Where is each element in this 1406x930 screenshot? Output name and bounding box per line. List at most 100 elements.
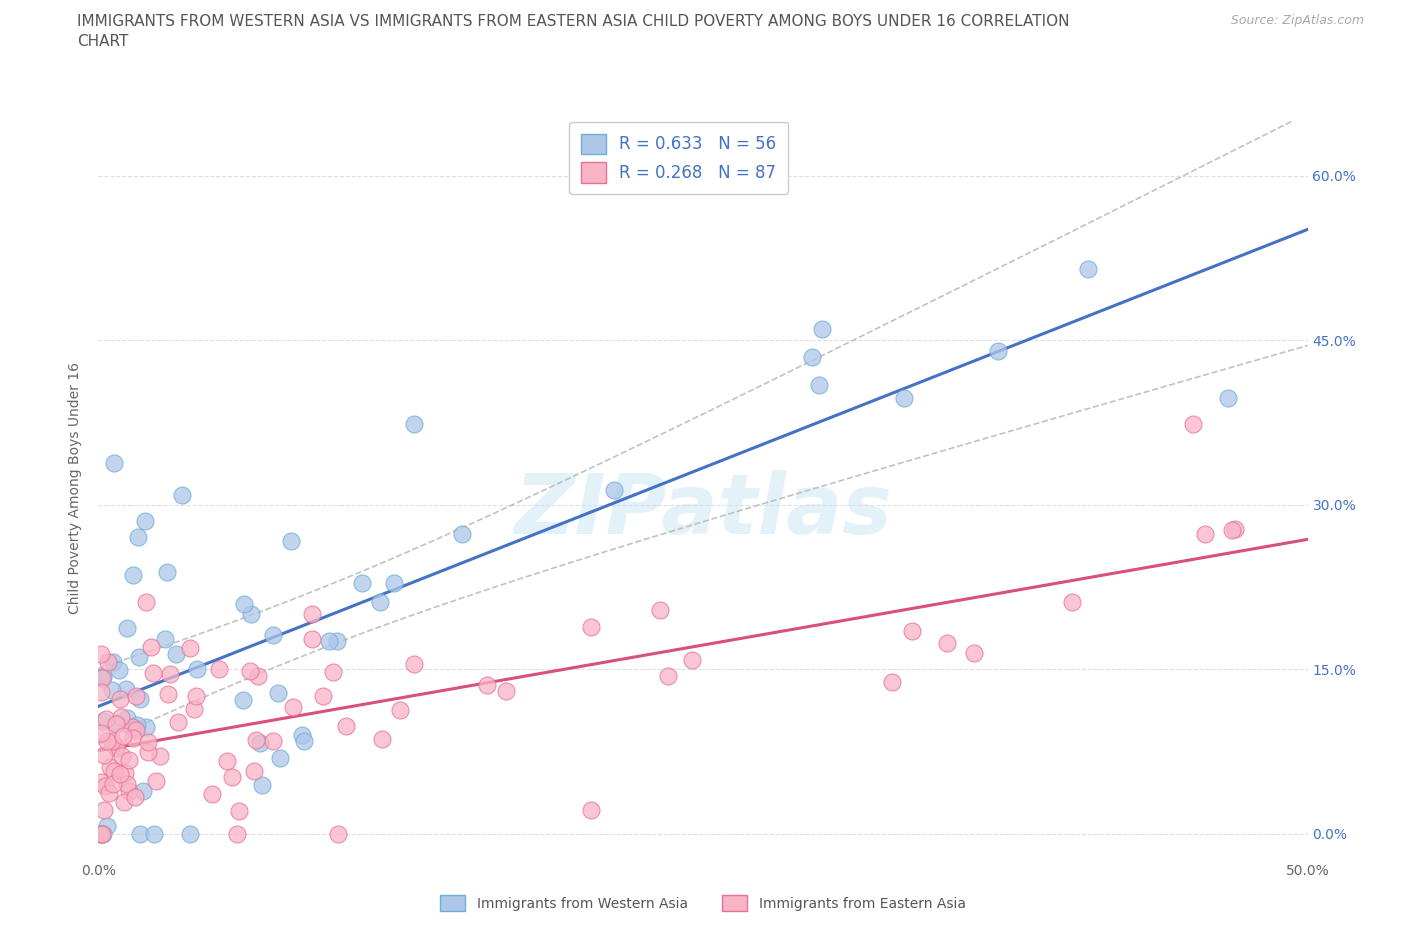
Point <box>98 760 121 775</box>
Point <box>96 818 118 833</box>
Point <box>208 661 231 676</box>
Point <box>239 663 262 678</box>
Point <box>101 734 124 749</box>
Point <box>281 699 304 714</box>
Point <box>90 775 112 790</box>
Point <box>221 769 243 784</box>
Y-axis label: Child Poverty Among Boys Under 16: Child Poverty Among Boys Under 16 <box>67 363 82 614</box>
Point <box>900 623 922 638</box>
Point <box>179 826 201 841</box>
Point <box>103 764 125 778</box>
Point <box>243 764 266 778</box>
Point <box>184 689 207 704</box>
Point <box>135 594 157 609</box>
Point <box>962 645 984 660</box>
Point <box>90 826 112 841</box>
Point <box>91 713 114 728</box>
Text: IMMIGRANTS FROM WESTERN ASIA VS IMMIGRANTS FROM EASTERN ASIA CHILD POVERTY AMONG: IMMIGRANTS FROM WESTERN ASIA VS IMMIGRAN… <box>77 14 1070 48</box>
Point <box>90 684 112 699</box>
Point <box>246 668 269 683</box>
Point <box>167 715 190 730</box>
Point <box>129 692 152 707</box>
Point <box>183 701 205 716</box>
Point <box>322 665 344 680</box>
Point <box>111 748 134 763</box>
Point <box>149 749 172 764</box>
Point <box>156 687 179 702</box>
Point <box>603 483 626 498</box>
Point <box>382 576 405 591</box>
Point <box>179 641 201 656</box>
Point <box>110 710 132 724</box>
Point <box>94 712 117 727</box>
Point <box>225 826 247 841</box>
Point <box>232 597 254 612</box>
Point <box>110 691 132 706</box>
Point <box>125 688 148 703</box>
Point <box>132 783 155 798</box>
Point <box>136 745 159 760</box>
Point <box>142 826 165 841</box>
Point <box>404 417 426 432</box>
Point <box>326 633 349 648</box>
Point <box>128 650 150 665</box>
Point <box>312 689 335 704</box>
Point <box>987 344 1010 359</box>
Legend: Immigrants from Western Asia, Immigrants from Eastern Asia: Immigrants from Western Asia, Immigrants… <box>433 887 973 919</box>
Point <box>91 671 114 685</box>
Point <box>96 734 118 749</box>
Point <box>172 488 194 503</box>
Point <box>657 669 679 684</box>
Point <box>451 526 474 541</box>
Point <box>127 529 149 544</box>
Point <box>103 777 125 791</box>
Point <box>1077 261 1099 276</box>
Point <box>118 783 141 798</box>
Point <box>240 606 263 621</box>
Point <box>1218 391 1240 405</box>
Point <box>112 794 135 809</box>
Point <box>269 751 291 765</box>
Point <box>108 663 131 678</box>
Point <box>301 631 323 646</box>
Point <box>368 594 391 609</box>
Point <box>318 634 340 649</box>
Point <box>292 734 315 749</box>
Point <box>117 620 139 635</box>
Point <box>91 826 114 841</box>
Point <box>90 670 112 684</box>
Point <box>201 786 224 801</box>
Point <box>108 766 131 781</box>
Point <box>122 567 145 582</box>
Point <box>103 456 125 471</box>
Point <box>121 720 143 735</box>
Point <box>105 716 128 731</box>
Point <box>807 378 830 392</box>
Point <box>129 826 152 841</box>
Point <box>165 646 187 661</box>
Point <box>159 666 181 681</box>
Point <box>495 684 517 698</box>
Point <box>91 826 114 841</box>
Point <box>98 786 121 801</box>
Point <box>404 657 426 671</box>
Point <box>122 731 145 746</box>
Point <box>328 826 350 841</box>
Point <box>280 534 302 549</box>
Point <box>801 350 824 365</box>
Point <box>101 654 124 669</box>
Point <box>156 565 179 579</box>
Point <box>134 513 156 528</box>
Point <box>301 606 323 621</box>
Point <box>811 322 834 337</box>
Text: ZIPatlas: ZIPatlas <box>515 470 891 551</box>
Point <box>681 653 703 668</box>
Point <box>371 731 394 746</box>
Point <box>880 674 903 689</box>
Point <box>90 826 112 841</box>
Point <box>124 790 146 804</box>
Point <box>155 631 177 646</box>
Point <box>267 685 290 700</box>
Point <box>115 776 138 790</box>
Point <box>135 719 157 734</box>
